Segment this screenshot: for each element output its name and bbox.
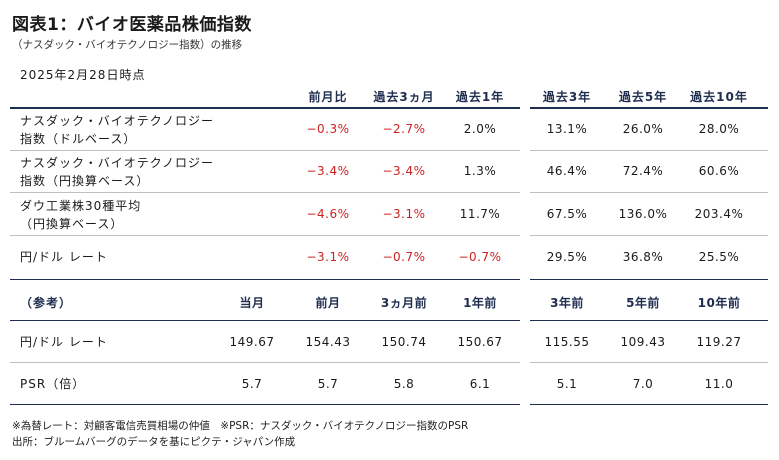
- value-cell: 150.67: [457, 335, 503, 349]
- rule-top: [10, 107, 768, 109]
- rule: [10, 235, 768, 236]
- value-cell: 60.6%: [698, 164, 740, 178]
- value-cell: 203.4%: [694, 207, 744, 221]
- ref-header-1y-ago: 1年前: [463, 296, 497, 310]
- value-cell: 7.0: [632, 377, 654, 391]
- value-cell: 13.1%: [546, 122, 588, 136]
- header-3y: 過去3年: [542, 90, 592, 104]
- ref-header-prev-month: 前月: [315, 296, 341, 310]
- ref-header-current: 当月: [239, 296, 265, 310]
- value-cell: 5.1: [556, 377, 578, 391]
- value-cell: 25.5%: [698, 250, 740, 264]
- row-label: ナスダック・バイオテクノロジー 指数（円換算ベース）: [20, 156, 215, 188]
- value-cell: 119.27: [696, 335, 742, 349]
- header-10y: 過去10年: [690, 90, 748, 104]
- value-cell: 28.0%: [698, 122, 740, 136]
- value-cell: 6.1: [469, 377, 491, 391]
- rule: [10, 362, 768, 363]
- value-cell: 46.4%: [546, 164, 588, 178]
- header-3m: 過去3ヵ月: [373, 90, 435, 104]
- rule: [10, 150, 768, 151]
- row-label: ダウ工業株30種平均 （円換算ベース）: [20, 199, 142, 231]
- as-of-date: 2025年2月28日時点: [20, 68, 146, 82]
- value-cell: 149.67: [229, 335, 275, 349]
- value-cell: −3.1%: [306, 250, 350, 264]
- ref-header-5y-ago: 5年前: [626, 296, 660, 310]
- header-5y: 過去5年: [618, 90, 668, 104]
- value-cell: 72.4%: [622, 164, 664, 178]
- header-1y: 過去1年: [455, 90, 505, 104]
- row-label: 円/ドル レート: [20, 335, 108, 349]
- value-cell: 5.7: [317, 377, 339, 391]
- value-cell: 1.3%: [463, 164, 497, 178]
- value-cell: −0.7%: [458, 250, 502, 264]
- value-cell: −3.4%: [306, 164, 350, 178]
- row-label: 円/ドル レート: [20, 250, 108, 264]
- chart-subtitle: （ナスダック・バイオテクノロジー指数）の推移: [12, 39, 243, 51]
- rule: [10, 192, 768, 193]
- chart-title: 図表1：バイオ医薬品株価指数: [12, 15, 252, 35]
- value-cell: 115.55: [544, 335, 590, 349]
- rule-bottom: [10, 404, 768, 405]
- value-cell: 11.7%: [459, 207, 501, 221]
- value-cell: −0.7%: [382, 250, 426, 264]
- value-cell: −3.1%: [382, 207, 426, 221]
- header-1m: 前月比: [308, 90, 348, 104]
- value-cell: 67.5%: [546, 207, 588, 221]
- value-cell: 150.74: [381, 335, 427, 349]
- ref-header-10y-ago: 10年前: [697, 296, 741, 310]
- value-cell: −0.3%: [306, 122, 350, 136]
- value-cell: 136.0%: [618, 207, 668, 221]
- value-cell: −3.4%: [382, 164, 426, 178]
- value-cell: −4.6%: [306, 207, 350, 221]
- rule-section: [10, 279, 768, 280]
- value-cell: 36.8%: [622, 250, 664, 264]
- source-note: 出所：ブルームバーグのデータを基にピクテ・ジャパン作成: [12, 436, 296, 448]
- ref-header-3m-ago: 3ヵ月前: [380, 296, 428, 310]
- row-label: PSR（倍）: [20, 377, 86, 391]
- value-cell: 5.7: [241, 377, 263, 391]
- value-cell: 11.0: [704, 377, 734, 391]
- row-label: ナスダック・バイオテクノロジー 指数（ドルベース）: [20, 114, 215, 146]
- value-cell: 109.43: [620, 335, 666, 349]
- rule-reference: [10, 320, 768, 321]
- column-gap: [520, 85, 530, 407]
- value-cell: 2.0%: [463, 122, 497, 136]
- value-cell: −2.7%: [382, 122, 426, 136]
- footnote: ※為替レート：対顧客電信売買相場の仲値 ※PSR：ナスダック・バイオテクノロジー…: [12, 420, 469, 432]
- value-cell: 29.5%: [546, 250, 588, 264]
- reference-label: （参考）: [20, 296, 73, 310]
- value-cell: 5.8: [393, 377, 415, 391]
- value-cell: 26.0%: [622, 122, 664, 136]
- value-cell: 154.43: [305, 335, 351, 349]
- ref-header-3y-ago: 3年前: [550, 296, 584, 310]
